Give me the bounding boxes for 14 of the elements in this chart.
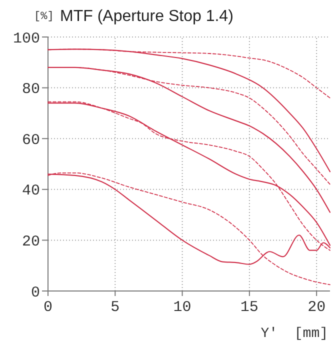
- y-tick-label: 0: [30, 284, 40, 302]
- x-tick-label: 15: [240, 299, 258, 316]
- y-tick-label: 80: [22, 81, 40, 98]
- y-tick-label: 40: [22, 182, 40, 200]
- y-axis-title: [%]: [34, 11, 54, 23]
- y-tick-label: 60: [22, 132, 40, 149]
- x-tick-label: 0: [43, 299, 53, 316]
- x-axis-title: Y' [mm]: [260, 326, 328, 342]
- x-tick-label: 5: [110, 299, 120, 316]
- x-tick-label: 10: [173, 299, 192, 316]
- x-tick-label: 20: [308, 299, 326, 316]
- y-tick-label: 100: [12, 30, 40, 48]
- y-tick-label: 20: [22, 233, 40, 250]
- chart-title: MTF (Aperture Stop 1.4): [60, 8, 234, 25]
